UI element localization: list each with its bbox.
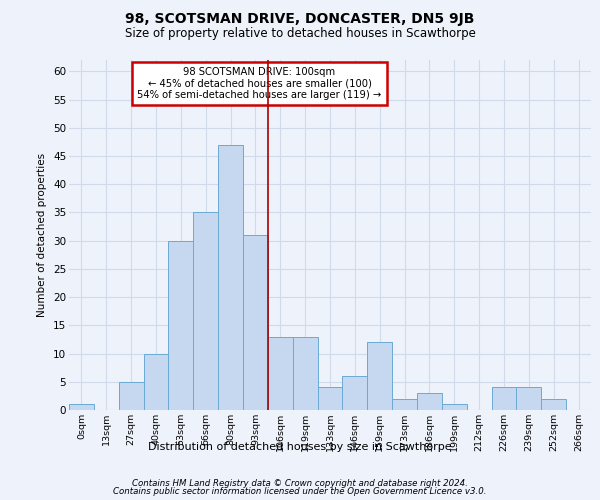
Bar xyxy=(169,240,193,410)
Y-axis label: Number of detached properties: Number of detached properties xyxy=(37,153,47,317)
Bar xyxy=(268,336,293,410)
Bar xyxy=(491,388,517,410)
Bar xyxy=(343,376,367,410)
Bar xyxy=(541,398,566,410)
Bar xyxy=(442,404,467,410)
Text: Distribution of detached houses by size in Scawthorpe: Distribution of detached houses by size … xyxy=(148,442,452,452)
Bar xyxy=(69,404,94,410)
Bar xyxy=(367,342,392,410)
Bar xyxy=(193,212,218,410)
Bar xyxy=(317,388,343,410)
Bar xyxy=(517,388,541,410)
Bar xyxy=(392,398,417,410)
Bar xyxy=(143,354,169,410)
Text: Contains HM Land Registry data © Crown copyright and database right 2024.: Contains HM Land Registry data © Crown c… xyxy=(132,478,468,488)
Text: 98 SCOTSMAN DRIVE: 100sqm
← 45% of detached houses are smaller (100)
54% of semi: 98 SCOTSMAN DRIVE: 100sqm ← 45% of detac… xyxy=(137,67,382,100)
Bar xyxy=(218,144,243,410)
Text: 98, SCOTSMAN DRIVE, DONCASTER, DN5 9JB: 98, SCOTSMAN DRIVE, DONCASTER, DN5 9JB xyxy=(125,12,475,26)
Bar xyxy=(417,393,442,410)
Text: Size of property relative to detached houses in Scawthorpe: Size of property relative to detached ho… xyxy=(125,28,475,40)
Text: Contains public sector information licensed under the Open Government Licence v3: Contains public sector information licen… xyxy=(113,487,487,496)
Bar xyxy=(293,336,317,410)
Bar xyxy=(243,235,268,410)
Bar xyxy=(119,382,143,410)
